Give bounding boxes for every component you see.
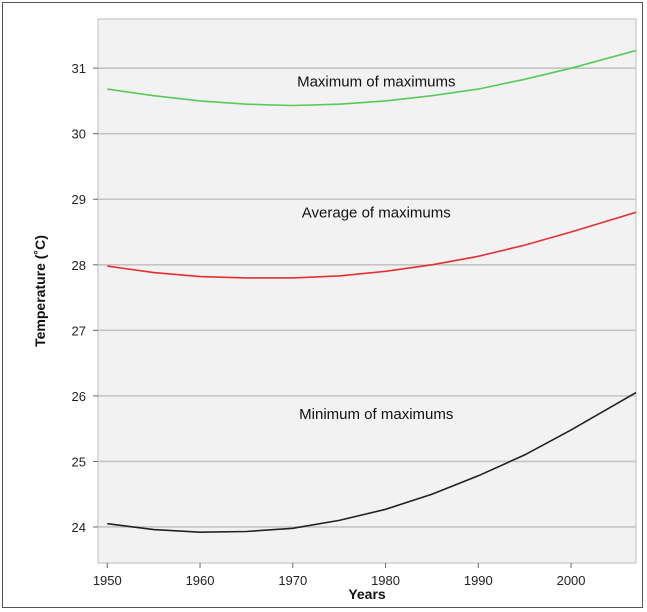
series-lines — [107, 49, 637, 534]
x-tick-label-1980: 1980 — [371, 573, 400, 588]
x-tick-label-1960: 1960 — [186, 573, 215, 588]
series-labels: Maximum of maximums Average of maximums Mi… — [297, 74, 455, 423]
y-tick-label-25: 25 — [72, 454, 86, 469]
y-tick-label-26: 26 — [72, 389, 86, 404]
x-axis-ticks: 1950 1960 1970 1980 1990 2000 — [93, 563, 586, 588]
x-axis-title: Years — [348, 586, 386, 602]
y-tick-label-24: 24 — [72, 520, 86, 535]
y-tick-label-28: 28 — [72, 258, 86, 273]
series-line-1 — [107, 49, 637, 107]
x-tick-label-1950: 1950 — [93, 573, 122, 588]
y-axis-title: Temperature (˚C) — [32, 235, 48, 347]
y-tick-label-27: 27 — [72, 323, 86, 338]
series-label-2: Average of maximums — [302, 205, 451, 222]
y-tick-label-31: 31 — [72, 61, 86, 76]
y-tick-label-29: 29 — [72, 192, 86, 207]
x-tick-label-2000: 2000 — [557, 573, 586, 588]
series-line-2 — [107, 211, 637, 279]
gridlines — [98, 67, 636, 528]
plot-area — [97, 18, 637, 564]
y-tick-label-30: 30 — [72, 127, 86, 142]
series-line-3 — [107, 391, 637, 534]
x-tick-label-1970: 1970 — [278, 573, 307, 588]
series-label-3: Minimum of maximums — [299, 406, 453, 423]
series-label-1: Maximum of maximums — [297, 74, 455, 91]
x-tick-label-1990: 1990 — [464, 573, 493, 588]
y-axis-ticks: 24 25 26 27 28 29 30 31 — [72, 61, 98, 535]
